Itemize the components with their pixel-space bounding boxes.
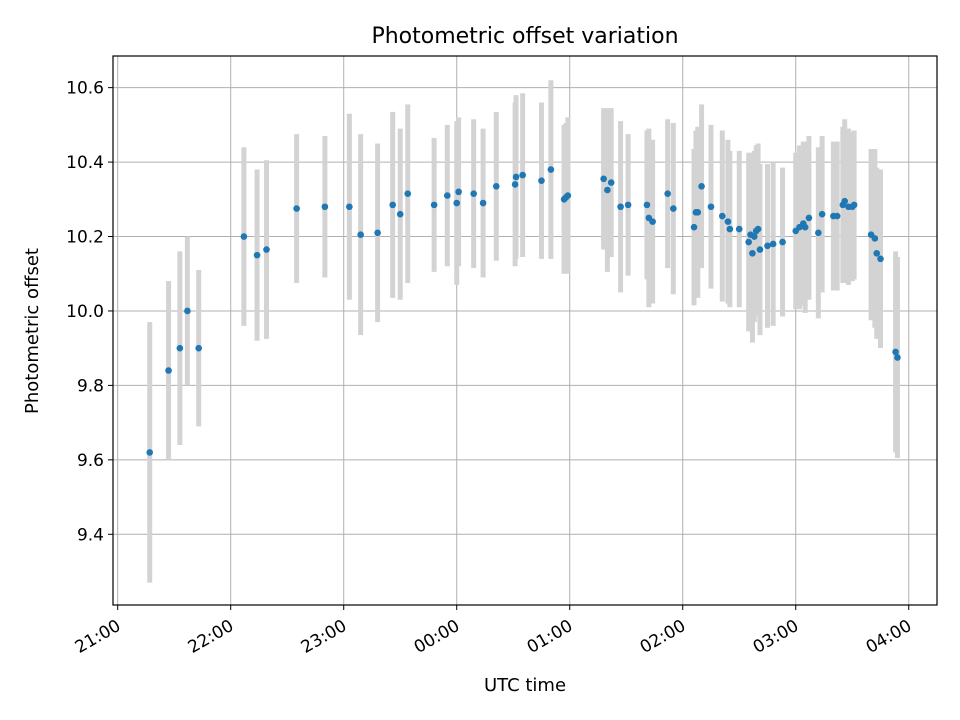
data-point: [690, 223, 698, 231]
data-point: [547, 166, 555, 173]
data-point: [444, 192, 451, 199]
data-point: [698, 182, 705, 190]
data-point: [346, 203, 353, 211]
data-point: [726, 225, 734, 233]
data-point: [873, 249, 881, 257]
data-point: [871, 235, 879, 242]
data-point: [751, 233, 758, 240]
data-point: [538, 177, 545, 184]
data-point: [321, 203, 329, 211]
data-point: [805, 214, 813, 222]
y-tick-label: 9.6: [77, 451, 104, 471]
data-point: [643, 201, 651, 209]
y-tick-label: 10.2: [66, 228, 104, 248]
data-point: [511, 181, 519, 188]
data-points: [146, 166, 901, 456]
data-point: [374, 229, 381, 237]
data-point: [240, 233, 248, 240]
data-point: [892, 348, 899, 356]
data-point: [146, 449, 154, 456]
data-point: [404, 190, 412, 198]
data-point: [815, 229, 822, 237]
data-point: [357, 231, 364, 238]
data-point: [735, 225, 743, 233]
data-point: [253, 251, 261, 259]
data-point: [877, 255, 884, 263]
data-point: [184, 307, 191, 315]
data-point: [293, 205, 300, 212]
data-point: [649, 218, 656, 225]
y-tick-label: 10.4: [66, 153, 104, 173]
data-point: [519, 171, 526, 179]
data-point: [492, 182, 500, 190]
data-point: [818, 210, 826, 218]
data-point: [664, 190, 671, 198]
data-point: [850, 201, 858, 209]
data-point: [512, 173, 520, 181]
data-point: [724, 218, 732, 225]
data-point: [894, 354, 901, 361]
data-point: [389, 201, 396, 209]
data-point: [470, 190, 477, 198]
data-point: [756, 246, 764, 253]
data-point: [694, 209, 702, 216]
data-point: [779, 238, 786, 246]
data-point: [754, 225, 762, 233]
data-point: [833, 212, 841, 220]
y-tick-label: 10.6: [66, 79, 104, 99]
data-point: [455, 188, 462, 196]
y-axis-label: Photometric offset: [22, 248, 43, 414]
data-point: [195, 344, 202, 352]
data-point: [670, 205, 677, 212]
chart-title: Photometric offset variation: [371, 24, 678, 49]
x-axis-label: UTC time: [484, 675, 566, 696]
data-point: [764, 242, 771, 250]
plot-frame: [112, 55, 938, 606]
data-point: [841, 197, 849, 205]
data-point: [165, 367, 172, 374]
data-point: [801, 223, 809, 231]
data-point: [430, 201, 438, 209]
data-point: [718, 212, 726, 220]
data-point: [745, 238, 752, 246]
data-point: [600, 175, 607, 183]
data-point: [396, 210, 404, 218]
data-point: [624, 201, 632, 209]
data-point: [707, 203, 715, 211]
data-point: [617, 203, 624, 211]
data-point: [769, 240, 777, 248]
data-point: [604, 186, 611, 194]
y-axis-ticks: 9.4 9.6 9.8 10.0 10.2 10.4 10.6: [66, 79, 113, 545]
data-point: [749, 249, 756, 257]
data-point: [479, 199, 487, 207]
data-point: [263, 246, 270, 253]
data-point: [176, 344, 184, 352]
y-tick-label: 10.0: [66, 302, 104, 322]
data-point: [453, 199, 461, 207]
data-point: [607, 179, 615, 186]
y-tick-label: 9.4: [77, 525, 104, 545]
y-tick-label: 9.8: [77, 376, 104, 396]
data-point: [564, 192, 572, 199]
